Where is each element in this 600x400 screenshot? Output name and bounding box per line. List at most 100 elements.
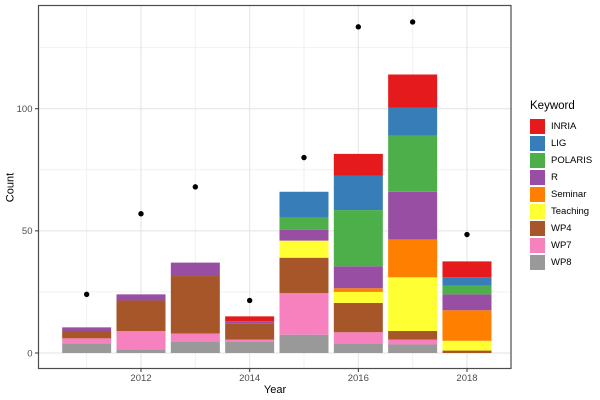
legend-label: Teaching [551,206,590,217]
bar-segment-teaching [333,291,383,303]
legend-swatch-wp8 [530,255,545,270]
data-point-dot [246,297,253,304]
bar-segment-polaris [333,210,383,267]
legend-swatch-wp4 [530,221,545,236]
x-axis-title: Year [263,384,287,396]
y-axis-title: Count [4,172,17,203]
legend-swatch-wp7 [530,238,545,253]
bar-segment-seminar [333,288,383,292]
bar-segment-wp8 [116,349,166,353]
bar-segment-wp7 [116,331,166,350]
bar-segment-wp7 [170,333,220,343]
legend-label: WP4 [551,223,572,234]
data-point-dot [192,184,199,190]
bar-segment-wp8 [279,334,329,353]
bar-segment-wp7 [333,332,383,344]
legend: Keyword INRIA LIG POLARIS R Seminar Teaching W… [530,100,592,271]
data-point-dot [464,231,470,238]
legend-row-lig: LIG [530,135,592,152]
legend-row-inria: INRIA [530,118,592,135]
bar-segment-polaris [388,135,438,192]
data-point-dot [409,19,416,25]
legend-title: Keyword [530,100,575,112]
bar-segment-r [225,321,275,324]
legend-row-wp7: WP7 [530,237,592,254]
legend-row-r: R [530,169,592,186]
bar-segment-r [442,294,492,311]
bar-segment-r [62,327,112,332]
bar-segment-r [116,294,166,301]
bar-segment-inria [333,153,383,176]
legend-swatch-seminar [530,187,545,202]
data-point-dot [301,154,307,161]
bar-segment-r [279,229,329,241]
bar-segment-wp4 [62,331,112,339]
bar-segment-wp8 [62,343,112,353]
bar-segment-r [388,191,438,240]
legend-label: WP7 [551,240,572,251]
bar-segment-teaching [279,240,329,258]
data-point-dot [138,211,144,217]
legend-label: POLARIS [551,155,593,166]
bar-segment-lig [333,175,383,211]
x-axis-tick-label: 2012 [130,373,151,384]
panel-background [38,5,511,369]
bar-segment-lig [388,107,438,136]
legend-swatch-polaris [530,153,545,168]
bar-segment-teaching [388,277,438,332]
legend-items: INRIA LIG POLARIS R Seminar Teaching WP4 WP7 WP8 [530,118,592,271]
bar-segment-inria [225,316,275,322]
y-axis-tick-label: 100 [17,104,33,115]
bar-segment-wp4 [225,323,275,340]
bar-segment-seminar [388,239,438,278]
legend-swatch-teaching [530,204,545,219]
legend-swatch-lig [530,136,545,151]
bar-segment-lig [442,277,492,286]
bar-segment-lig [279,191,329,218]
bar-segment-wp7 [388,339,438,345]
legend-label: WP8 [551,257,572,268]
legend-swatch-r [530,170,545,185]
bar-segment-wp8 [225,342,275,353]
legend-row-polaris: POLARIS [530,152,592,169]
bar-segment-wp4 [116,300,166,332]
bar-segment-wp7 [62,338,112,344]
legend-row-teaching: Teaching [530,203,592,220]
bar-segment-wp4 [333,302,383,333]
bar-segment-polaris [442,285,492,295]
bar-segment-wp4 [279,257,329,294]
legend-row-seminar: Seminar [530,186,592,203]
x-axis-tick-label: 2014 [239,373,260,384]
bar-segment-wp4 [442,350,492,353]
bar-segment-wp4 [170,276,220,334]
x-axis-tick-label: 2016 [348,373,369,384]
legend-label: Seminar [551,189,587,200]
bar-segment-polaris [279,217,329,230]
legend-label: INRIA [551,121,577,132]
data-point-dot [83,291,90,298]
bar-segment-wp7 [279,293,329,335]
bar-segment-inria [442,261,492,278]
y-axis-tick-label: 0 [27,348,32,359]
bar-segment-wp8 [170,342,220,353]
legend-label: R [551,172,558,183]
x-axis-tick-label: 2018 [456,373,477,384]
bar-segment-r [170,262,220,277]
bar-segment-wp8 [388,344,438,353]
legend-swatch-inria [530,119,545,134]
bar-segment-wp7 [225,339,275,343]
bar-segment-wp8 [333,343,383,353]
bar-segment-seminar [442,310,492,341]
bar-segment-r [333,266,383,289]
legend-row-wp4: WP4 [530,220,592,237]
panel-border [37,4,512,370]
legend-row-wp8: WP8 [530,254,592,271]
y-axis-tick-label: 50 [22,226,33,237]
data-point-dot [355,24,362,30]
legend-label: LIG [551,138,567,149]
bar-segment-wp4 [388,331,438,340]
bar-segment-inria [388,74,438,108]
bar-segment-teaching [442,340,492,351]
